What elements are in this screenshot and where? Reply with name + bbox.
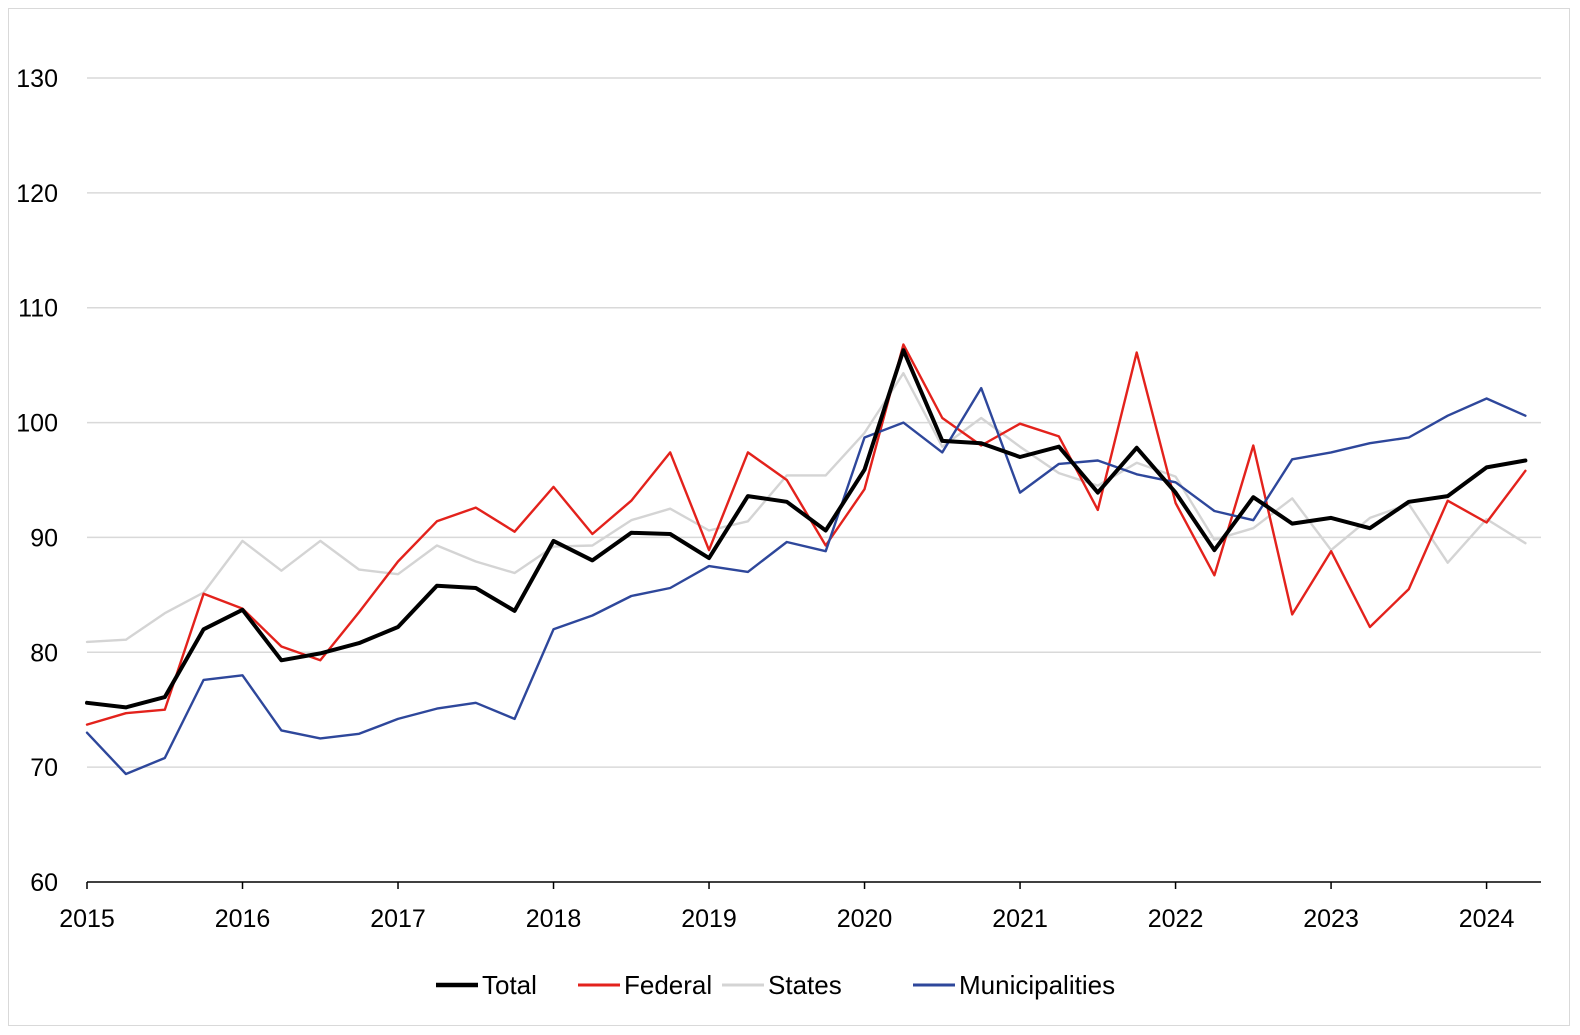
series-line-states bbox=[85, 372, 1527, 644]
x-tick-label: 2020 bbox=[837, 905, 893, 933]
y-tick-label: 70 bbox=[30, 754, 58, 782]
x-tick-label: 2022 bbox=[1148, 905, 1204, 933]
x-tick-label: 2023 bbox=[1303, 905, 1359, 933]
y-tick-label: 130 bbox=[16, 65, 58, 93]
legend-label-states: States bbox=[768, 970, 842, 1000]
series-line-municipalities bbox=[85, 386, 1527, 776]
legend-label-federal: Federal bbox=[624, 970, 712, 1000]
x-tick-label: 2018 bbox=[526, 905, 582, 933]
series-lines bbox=[85, 343, 1528, 776]
legend-label-municipalities: Municipalities bbox=[959, 970, 1115, 1000]
y-tick-label: 100 bbox=[16, 410, 58, 438]
y-tick-label: 120 bbox=[16, 180, 58, 208]
legend: Total Federal States Municipalities bbox=[436, 970, 1115, 1000]
x-tick-label: 2019 bbox=[681, 905, 737, 933]
x-axis: 2015 2016 2017 2018 2019 2020 2021 2022 2023 2024 bbox=[59, 881, 1541, 933]
series-line-federal bbox=[85, 343, 1527, 726]
gridlines bbox=[87, 77, 1541, 768]
x-tick-label: 2015 bbox=[59, 905, 115, 933]
series-line-total bbox=[85, 348, 1528, 710]
x-tick-label: 2024 bbox=[1459, 905, 1515, 933]
x-tick-label: 2021 bbox=[992, 905, 1048, 933]
y-tick-label: 110 bbox=[18, 295, 58, 323]
chart-frame bbox=[8, 8, 1570, 1026]
y-tick-label: 90 bbox=[30, 524, 58, 552]
legend-label-total: Total bbox=[482, 970, 537, 1000]
y-axis-ticks: 60 70 80 90 100 110 120 130 bbox=[16, 65, 58, 897]
x-tick-label: 2016 bbox=[215, 905, 271, 933]
x-tick-label: 2017 bbox=[370, 905, 426, 933]
y-tick-label: 60 bbox=[30, 869, 58, 897]
y-tick-label: 80 bbox=[30, 639, 58, 667]
